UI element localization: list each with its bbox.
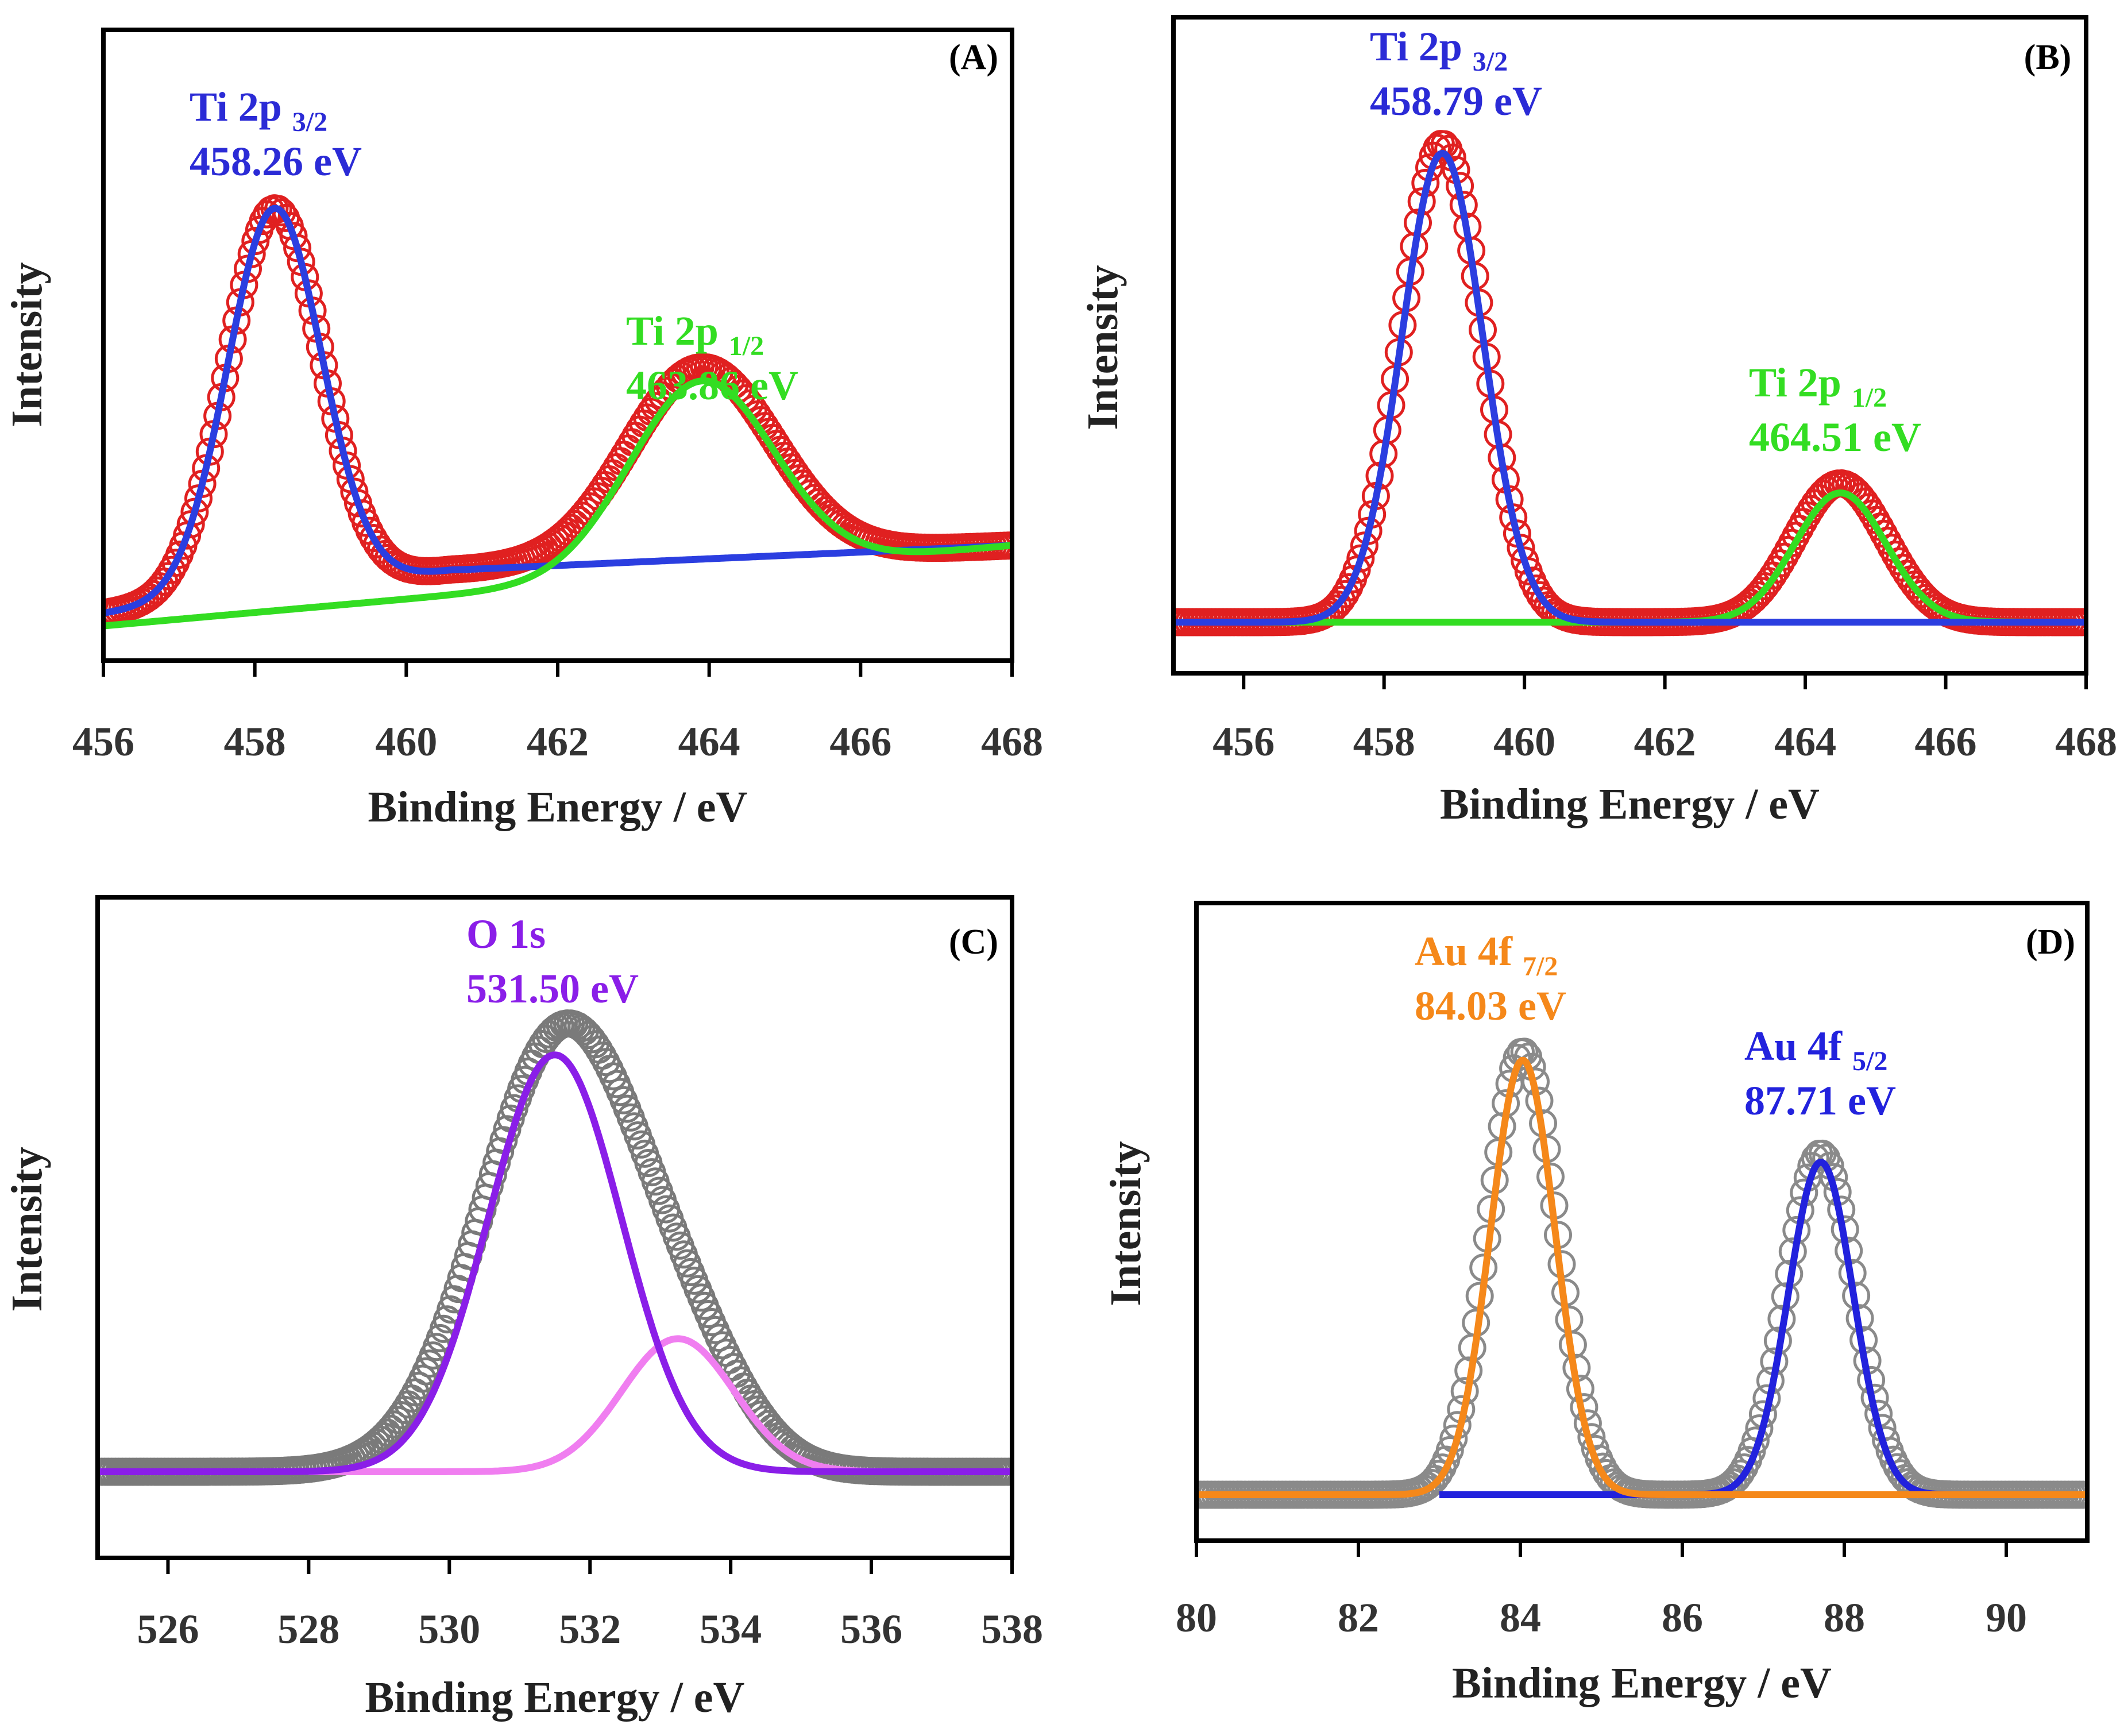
x-tick-label: 528 — [277, 1606, 339, 1652]
x-tick-label: 526 — [137, 1606, 199, 1652]
panel-label: (D) — [2026, 923, 2075, 962]
data-point — [241, 227, 270, 255]
peak-annotation-label: Au 4f 7/2 — [1415, 928, 1558, 982]
x-tick-label: 80 — [1176, 1595, 1217, 1641]
peak-annotation-value: 464.51 eV — [1749, 414, 1921, 460]
x-tick-label: 456 — [1212, 719, 1275, 765]
data-point — [1331, 580, 1360, 608]
x-tick-label: 458 — [224, 719, 286, 765]
data-point — [567, 1014, 596, 1043]
data-point — [1774, 535, 1802, 564]
fit-line-2 — [1196, 1056, 2087, 1498]
x-tick-label: 458 — [1353, 719, 1415, 765]
data-markers — [98, 1009, 1012, 1486]
plot-frame — [1171, 15, 2088, 676]
peak-annotation-label: Ti 2p 3/2 — [1370, 24, 1508, 77]
data-point — [380, 1410, 408, 1439]
x-tick-label: 462 — [527, 719, 589, 765]
plot-frame — [95, 895, 1014, 1560]
data-point — [1727, 1459, 1755, 1488]
x-tick-label: 460 — [375, 719, 437, 765]
data-markers — [1196, 1037, 2087, 1509]
y-axis-title: Intensity — [3, 1147, 51, 1311]
x-axis-title: Binding Energy / eV — [365, 1673, 745, 1722]
data-point — [1346, 544, 1375, 573]
x-tick-label: 456 — [72, 719, 134, 765]
x-tick-label: 464 — [678, 719, 740, 765]
x-tick-label: 538 — [981, 1606, 1043, 1652]
peak-annotation-value: 463.86 eV — [626, 362, 798, 408]
peak-annotation-value: 84.03 eV — [1415, 983, 1566, 1029]
peak-annotation-value: 458.79 eV — [1370, 78, 1542, 124]
data-point — [176, 510, 205, 539]
fit-line-2 — [98, 1051, 1012, 1475]
x-tick-label: 86 — [1662, 1595, 1703, 1641]
data-point — [574, 1021, 603, 1050]
x-tick-label: 90 — [1986, 1595, 2027, 1641]
fit-line-1 — [103, 205, 1012, 617]
panel-label: (A) — [949, 38, 998, 77]
peak-annotation-label: Ti 2p 1/2 — [626, 308, 764, 361]
x-tick-label: 466 — [829, 719, 891, 765]
peak-annotation-label: Ti 2p 1/2 — [1749, 360, 1887, 413]
x-tick-label: 536 — [840, 1606, 902, 1652]
plot-frame — [1194, 901, 2090, 1543]
peak-annotation-value: 458.26 eV — [190, 138, 362, 184]
x-axis-title: Binding Energy / eV — [1440, 780, 1820, 828]
x-tick-label: 468 — [981, 719, 1043, 765]
x-tick-label: 82 — [1338, 1595, 1379, 1641]
y-axis-title: Intensity — [1079, 265, 1127, 430]
x-tick-label: 84 — [1500, 1595, 1541, 1641]
data-point — [1424, 1460, 1453, 1488]
fit-line-2 — [1173, 149, 2086, 626]
x-tick-label: 462 — [1634, 719, 1696, 765]
x-tick-label: 88 — [1824, 1595, 1865, 1641]
data-markers — [1173, 130, 2086, 636]
chart-panel-c: 526 528 530 532 534 536 538 Binding Energy / eV… — [3, 895, 1043, 1722]
x-tick-label: 534 — [700, 1606, 762, 1652]
data-point — [1770, 542, 1799, 571]
x-tick-label: 466 — [1915, 719, 1977, 765]
y-axis-title: Intensity — [3, 262, 51, 427]
x-tick-label: 530 — [418, 1606, 480, 1652]
peak-annotation-value: 531.50 eV — [466, 966, 639, 1012]
x-tick-label: 464 — [1774, 719, 1836, 765]
x-tick-label: 468 — [2055, 719, 2117, 765]
chart-panel-b: 456 458 460 462 464 466 468 Binding Energy / eV… — [1079, 15, 2117, 828]
panel-label: (B) — [2024, 38, 2072, 77]
chart-panel-a: 456 458 460 462 464 466 468 Binding Energy / eV… — [3, 28, 1043, 831]
fit-line-2 — [103, 377, 1012, 630]
data-point — [366, 1425, 395, 1454]
x-axis-title: Binding Energy / eV — [368, 783, 748, 831]
data-point — [279, 222, 308, 250]
peak-annotation-label: Ti 2p 3/2 — [190, 84, 327, 137]
x-tick-label: 532 — [559, 1606, 621, 1652]
peak-annotation-label: O 1s — [466, 911, 546, 957]
peak-annotation-label: Au 4f 5/2 — [1744, 1023, 1887, 1077]
y-axis-title: Intensity — [1102, 1141, 1150, 1306]
panel-label: (C) — [949, 923, 998, 962]
fit-line-1 — [307, 1335, 944, 1475]
x-axis-title: Binding Energy / eV — [1452, 1659, 1832, 1707]
data-point — [154, 562, 182, 591]
peak-annotation-value: 87.71 eV — [1744, 1078, 1896, 1124]
x-tick-label: 460 — [1493, 719, 1555, 765]
chart-panel-d: 80 82 84 86 88 90 Binding Energy / eV Intensity… — [1102, 901, 2090, 1707]
